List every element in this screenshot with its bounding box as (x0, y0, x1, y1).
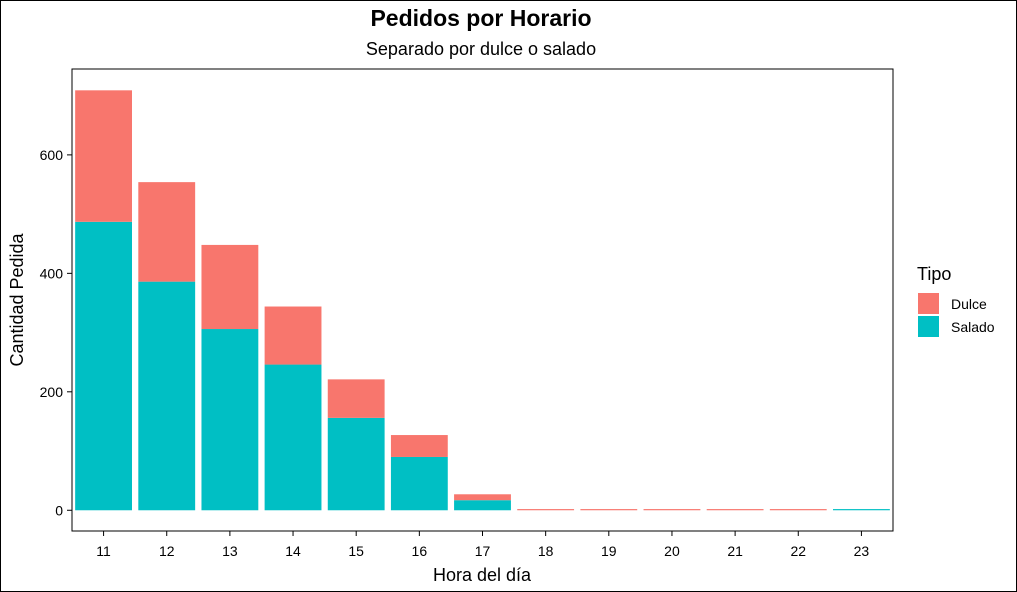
chart-title: Pedidos por Horario (370, 5, 592, 31)
x-tick-label: 20 (664, 543, 680, 559)
x-axis-label: Hora del día (433, 565, 532, 585)
bar-salado-17 (454, 500, 511, 511)
y-tick-label: 400 (40, 265, 64, 281)
x-tick-label: 16 (412, 543, 428, 559)
bar-dulce-12 (138, 182, 196, 282)
x-tick-label: 18 (538, 543, 554, 559)
x-tick-label: 15 (348, 543, 364, 559)
legend-key-salado (918, 316, 939, 337)
x-tick-label: 21 (727, 543, 743, 559)
bar-dulce-11 (75, 90, 132, 222)
x-axis: 11 12 13 14 15 16 17 18 19 20 21 22 23 (96, 531, 869, 559)
legend-label-salado: Salado (951, 319, 995, 335)
bar-salado-15 (327, 417, 385, 511)
x-tick-label: 17 (475, 543, 491, 559)
y-tick-label: 600 (40, 147, 64, 163)
bar-salado-14 (264, 364, 322, 511)
x-tick-label: 11 (96, 543, 111, 559)
bar-salado-16 (390, 456, 448, 511)
bar-salado-12 (138, 281, 196, 511)
x-tick-label: 22 (790, 543, 806, 559)
bar-salado-11 (75, 221, 132, 511)
bar-salado-23 (833, 509, 890, 511)
bar-dulce-22 (769, 509, 827, 511)
bar-salado-13 (201, 329, 259, 511)
x-tick-label: 23 (854, 543, 870, 559)
bar-dulce-17 (454, 494, 511, 501)
y-tick-label: 0 (55, 502, 63, 518)
bar-dulce-14 (264, 306, 322, 365)
x-tick-label: 12 (159, 543, 175, 559)
legend-label-dulce: Dulce (951, 296, 987, 312)
bars-layer (75, 90, 890, 511)
x-tick-label: 13 (222, 543, 238, 559)
x-tick-label: 19 (601, 543, 617, 559)
y-axis: 0 200 400 600 (40, 147, 72, 518)
y-axis-label: Cantidad Pedida (7, 232, 27, 366)
bar-dulce-19 (580, 509, 638, 511)
bar-dulce-18 (517, 509, 575, 511)
bar-dulce-20 (643, 509, 701, 511)
bar-dulce-15 (327, 379, 385, 418)
x-tick-label: 14 (285, 543, 301, 559)
chart-subtitle: Separado por dulce o salado (365, 39, 597, 59)
legend-title: Tipo (917, 264, 951, 284)
y-tick-label: 200 (40, 384, 64, 400)
bar-dulce-21 (706, 509, 764, 511)
legend-key-dulce (918, 293, 939, 314)
bar-dulce-16 (390, 435, 448, 457)
bar-dulce-13 (201, 244, 259, 330)
legend: Tipo Dulce Salado (917, 264, 995, 337)
